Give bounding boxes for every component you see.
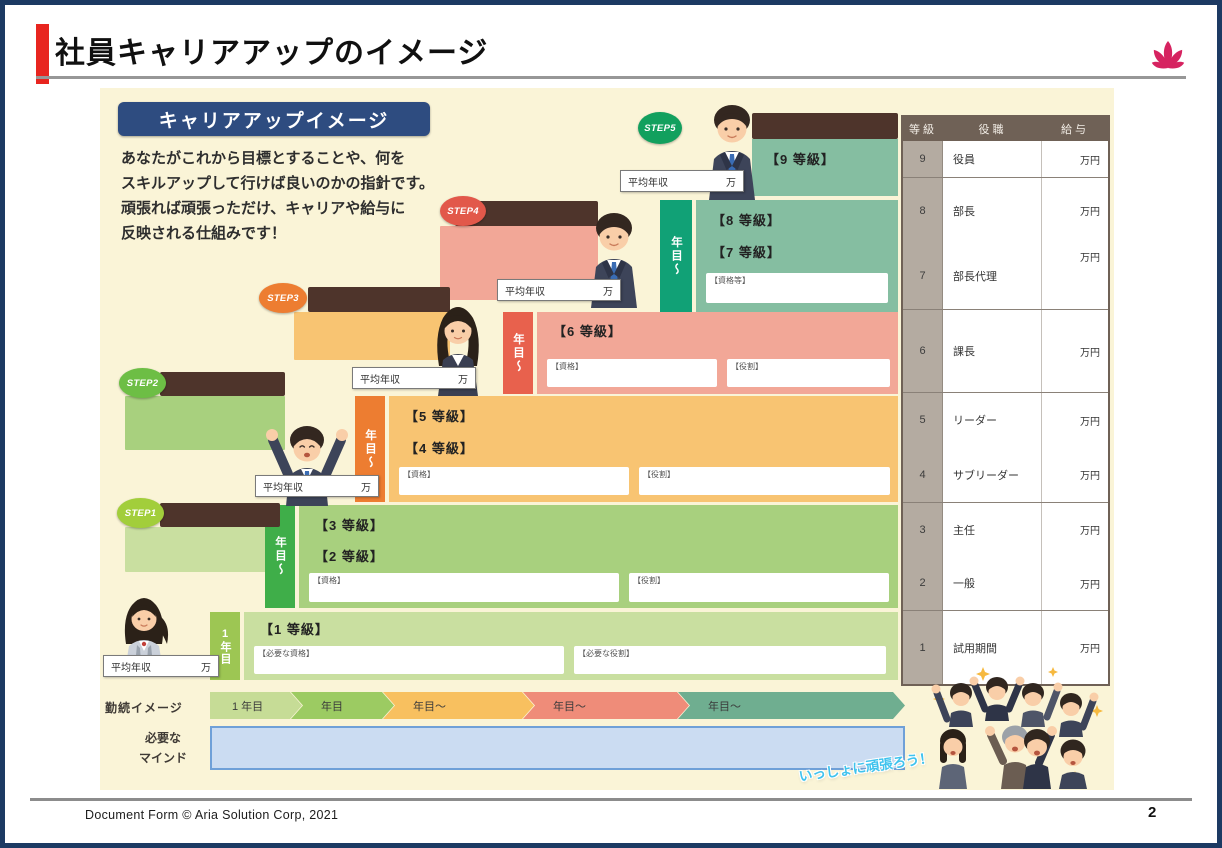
timeline-arrow: 年目〜 (678, 692, 905, 719)
average-income-box: 平均年収万 (620, 170, 744, 192)
title-accent-bar (36, 24, 49, 84)
timeline-arrow: 年目〜 (383, 692, 534, 719)
intro-line: あなたがこれから目標とすることや、何を (121, 150, 406, 167)
qualification-field: 【資格】 (547, 359, 717, 387)
person-step3-illustration (437, 307, 479, 396)
table-row: 5 リーダー 万円 (903, 392, 1108, 447)
footer-text: Document Form © Aria Solution Corp, 2021 (85, 808, 339, 822)
tier2-box: 【3 等級】 【2 等級】 【資格】 【役割】 (299, 505, 898, 608)
title-underline (36, 76, 1186, 79)
table-row: 6 課長 万円 (903, 309, 1108, 392)
timeline-arrow: 年目 (291, 692, 394, 719)
page-number: 2 (1148, 804, 1157, 821)
step3-badge: STEP3 (259, 283, 307, 313)
company-logo-icon (1151, 41, 1185, 69)
average-income-box: 平均年収万 (255, 475, 379, 497)
tier2-landing (125, 396, 285, 450)
timeline-arrow: 1 年目 (210, 692, 302, 719)
step2-badge: STEP2 (119, 368, 166, 398)
intro-line: 頑張れば頑張っただけ、キャリアや給与に (121, 200, 406, 217)
timeline-arrows: 1 年目 年目 年目〜 年目〜 年目〜 (210, 692, 905, 719)
step1-badge: STEP1 (117, 498, 164, 528)
tier5-step-bar (752, 113, 898, 139)
mind-box (210, 726, 905, 770)
tier2-year-bar: 年目〜 (265, 505, 295, 608)
grade-label: 【7 等級】 (712, 245, 781, 260)
header-salary: 給与 (1061, 124, 1089, 136)
average-income-box: 平均年収万 (352, 367, 476, 389)
qualification-field: 【資格】 (309, 573, 619, 602)
table-row: 1 試用期間 万円 (903, 610, 1108, 684)
qualification-field: 【必要な資格】 (254, 646, 564, 674)
grade-label: 【3 等級】 (315, 518, 384, 533)
tier5-year-bar: 年目〜 (660, 200, 692, 312)
tier4-year-bar: 年目〜 (503, 312, 533, 394)
intro-paragraph: あなたがこれから目標とすることや、何を スキルアップして行けば良いのかの指針です… (121, 146, 471, 246)
table-row: 4 サブリーダー 万円 (903, 447, 1108, 502)
tier4-box: 【6 等級】 【資格】 【役割】 (537, 312, 898, 394)
step4-badge: STEP4 (440, 196, 486, 226)
tier5-box: 【8 等級】 【7 等級】 【資格等】 (696, 200, 898, 312)
tier2-step-bar (160, 372, 285, 396)
grade-label: 【5 等級】 (405, 409, 474, 424)
average-income-box: 平均年収万 (497, 279, 621, 301)
table-row: 7 部長代理 万円 (903, 243, 1108, 309)
header-position: 役職 (978, 124, 1007, 136)
tier3-step-bar (308, 287, 450, 312)
grade-table-header: 等級 役職 給与 (903, 117, 1108, 141)
tier5-top-grade-box: 【9 等級】 (752, 139, 898, 196)
tier3-box: 【5 等級】 【4 等級】 【資格】 【役割】 (389, 396, 898, 502)
timeline-arrow: 年目〜 (523, 692, 689, 719)
timeline-label: 勤続イメージ (105, 701, 183, 715)
footer-divider (30, 798, 1192, 801)
qualification-field: 【資格等】 (706, 273, 888, 303)
grade-label: 【2 等級】 (315, 549, 384, 564)
tier3-landing (294, 312, 450, 360)
role-field: 【必要な役割】 (574, 646, 886, 674)
tier1-box: 【1 等級】 【必要な資格】 【必要な役割】 (244, 612, 898, 680)
grade-label: 【4 等級】 (405, 441, 474, 456)
role-field: 【役割】 (629, 573, 889, 602)
table-row: 2 一般 万円 (903, 556, 1108, 610)
qualification-field: 【資格】 (399, 467, 629, 495)
table-row: 8 部長 万円 (903, 177, 1108, 243)
grade-table: 等級 役職 給与 9 役員 万円 8 部長 万円 7 部長代理 万円 6 課長 … (901, 115, 1110, 686)
table-row: 3 主任 万円 (903, 502, 1108, 556)
intro-line: スキルアップして行けば良いのかの指針です。 (121, 175, 435, 192)
tier1-landing (125, 527, 280, 572)
page-title: 社員キャリアアップのイメージ (55, 37, 489, 70)
mind-label: 必要な マインド (138, 731, 187, 765)
grade-label: 【8 等級】 (712, 213, 781, 228)
intro-line: 反映される仕組みです！ (121, 225, 287, 242)
role-field: 【役割】 (639, 467, 890, 495)
grade-label: 【9 等級】 (766, 152, 835, 167)
crowd-illustration (931, 667, 1103, 789)
header-grade: 等級 (909, 124, 937, 136)
average-income-box: 平均年収万 (103, 655, 219, 677)
careerup-heading: キャリアアップイメージ (118, 102, 430, 136)
grade-label: 【6 等級】 (553, 324, 622, 339)
step5-badge: STEP5 (638, 112, 682, 144)
tier1-step-bar (160, 503, 280, 527)
role-field: 【役割】 (727, 359, 890, 387)
grade-label: 【1 等級】 (260, 622, 329, 637)
table-row: 9 役員 万円 (903, 141, 1108, 177)
